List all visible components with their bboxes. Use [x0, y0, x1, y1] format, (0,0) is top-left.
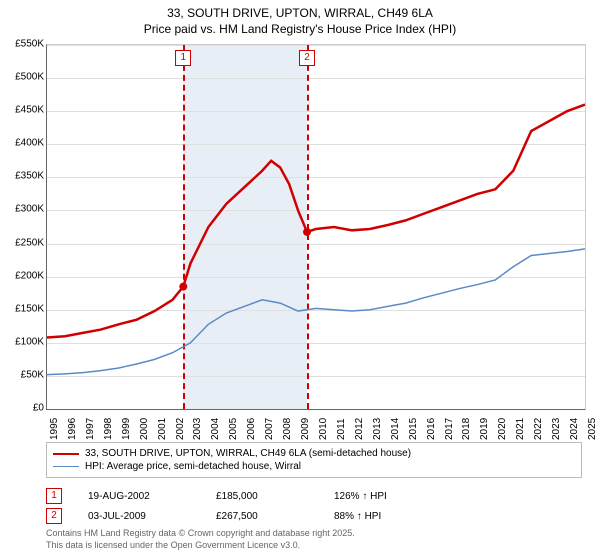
x-tick-label: 2001 [157, 418, 168, 440]
series-hpi [47, 249, 585, 375]
legend-swatch [53, 453, 79, 455]
y-tick-label: £150K [4, 303, 44, 314]
sale-row: 2 03-JUL-2009 £267,500 88% ↑ HPI [46, 506, 387, 526]
x-tick-label: 2014 [390, 418, 401, 440]
sale-price: £267,500 [216, 511, 316, 522]
legend-item: HPI: Average price, semi-detached house,… [53, 460, 575, 473]
y-tick-label: £50K [4, 369, 44, 380]
x-tick-label: 2023 [551, 418, 562, 440]
sale-row: 1 19-AUG-2002 £185,000 126% ↑ HPI [46, 486, 387, 506]
x-tick-label: 2010 [318, 418, 329, 440]
sales-table: 1 19-AUG-2002 £185,000 126% ↑ HPI 2 03-JUL-20… [46, 486, 387, 526]
title-line1: 33, SOUTH DRIVE, UPTON, WIRRAL, CH49 6LA [0, 6, 600, 22]
x-tick-label: 2005 [228, 418, 239, 440]
footnote-line1: Contains HM Land Registry data © Crown c… [46, 528, 355, 540]
x-tick-label: 2007 [264, 418, 275, 440]
x-tick-label: 2017 [444, 418, 455, 440]
legend-label: 33, SOUTH DRIVE, UPTON, WIRRAL, CH49 6LA… [85, 448, 411, 459]
x-tick-label: 2009 [300, 418, 311, 440]
legend: 33, SOUTH DRIVE, UPTON, WIRRAL, CH49 6LA… [46, 442, 582, 478]
footnote-line2: This data is licensed under the Open Gov… [46, 540, 355, 552]
chart-plot-area: 12 [46, 44, 586, 410]
x-tick-label: 1997 [85, 418, 96, 440]
x-tick-label: 2012 [354, 418, 365, 440]
sale-num-box: 1 [46, 488, 62, 504]
y-tick-label: £200K [4, 270, 44, 281]
x-tick-label: 2002 [175, 418, 186, 440]
y-tick-label: £250K [4, 237, 44, 248]
y-tick-label: £300K [4, 204, 44, 215]
y-tick-label: £100K [4, 336, 44, 347]
x-tick-label: 2015 [408, 418, 419, 440]
sale-num-box: 2 [46, 508, 62, 524]
series-property [47, 105, 585, 338]
x-tick-label: 2020 [497, 418, 508, 440]
x-tick-label: 2018 [461, 418, 472, 440]
legend-swatch [53, 466, 79, 467]
x-tick-label: 1996 [67, 418, 78, 440]
y-tick-label: £350K [4, 171, 44, 182]
event-dot [303, 228, 311, 236]
y-tick-label: £0 [4, 403, 44, 414]
x-tick-label: 2025 [587, 418, 598, 440]
chart-title: 33, SOUTH DRIVE, UPTON, WIRRAL, CH49 6LA… [0, 0, 600, 37]
y-tick-label: £450K [4, 105, 44, 116]
x-tick-label: 2000 [139, 418, 150, 440]
y-tick-label: £400K [4, 138, 44, 149]
x-tick-label: 2006 [246, 418, 257, 440]
x-tick-label: 2016 [426, 418, 437, 440]
x-tick-label: 2022 [533, 418, 544, 440]
x-tick-label: 2003 [192, 418, 203, 440]
x-tick-label: 2008 [282, 418, 293, 440]
x-tick-label: 2024 [569, 418, 580, 440]
chart-lines [47, 45, 585, 409]
legend-item: 33, SOUTH DRIVE, UPTON, WIRRAL, CH49 6LA… [53, 447, 575, 460]
x-tick-label: 2004 [210, 418, 221, 440]
event-dot [179, 283, 187, 291]
sale-hpi: 88% ↑ HPI [334, 511, 381, 522]
title-line2: Price paid vs. HM Land Registry's House … [0, 22, 600, 38]
x-tick-label: 2021 [515, 418, 526, 440]
sale-hpi: 126% ↑ HPI [334, 491, 387, 502]
y-tick-label: £550K [4, 39, 44, 50]
x-tick-label: 1999 [121, 418, 132, 440]
legend-label: HPI: Average price, semi-detached house,… [85, 461, 301, 472]
sale-date: 19-AUG-2002 [88, 491, 198, 502]
x-tick-label: 2013 [372, 418, 383, 440]
x-tick-label: 1998 [103, 418, 114, 440]
sale-price: £185,000 [216, 491, 316, 502]
x-tick-label: 2011 [336, 418, 347, 440]
x-tick-label: 2019 [479, 418, 490, 440]
footnote: Contains HM Land Registry data © Crown c… [46, 528, 355, 551]
y-tick-label: £500K [4, 72, 44, 83]
sale-date: 03-JUL-2009 [88, 511, 198, 522]
x-tick-label: 1995 [49, 418, 60, 440]
